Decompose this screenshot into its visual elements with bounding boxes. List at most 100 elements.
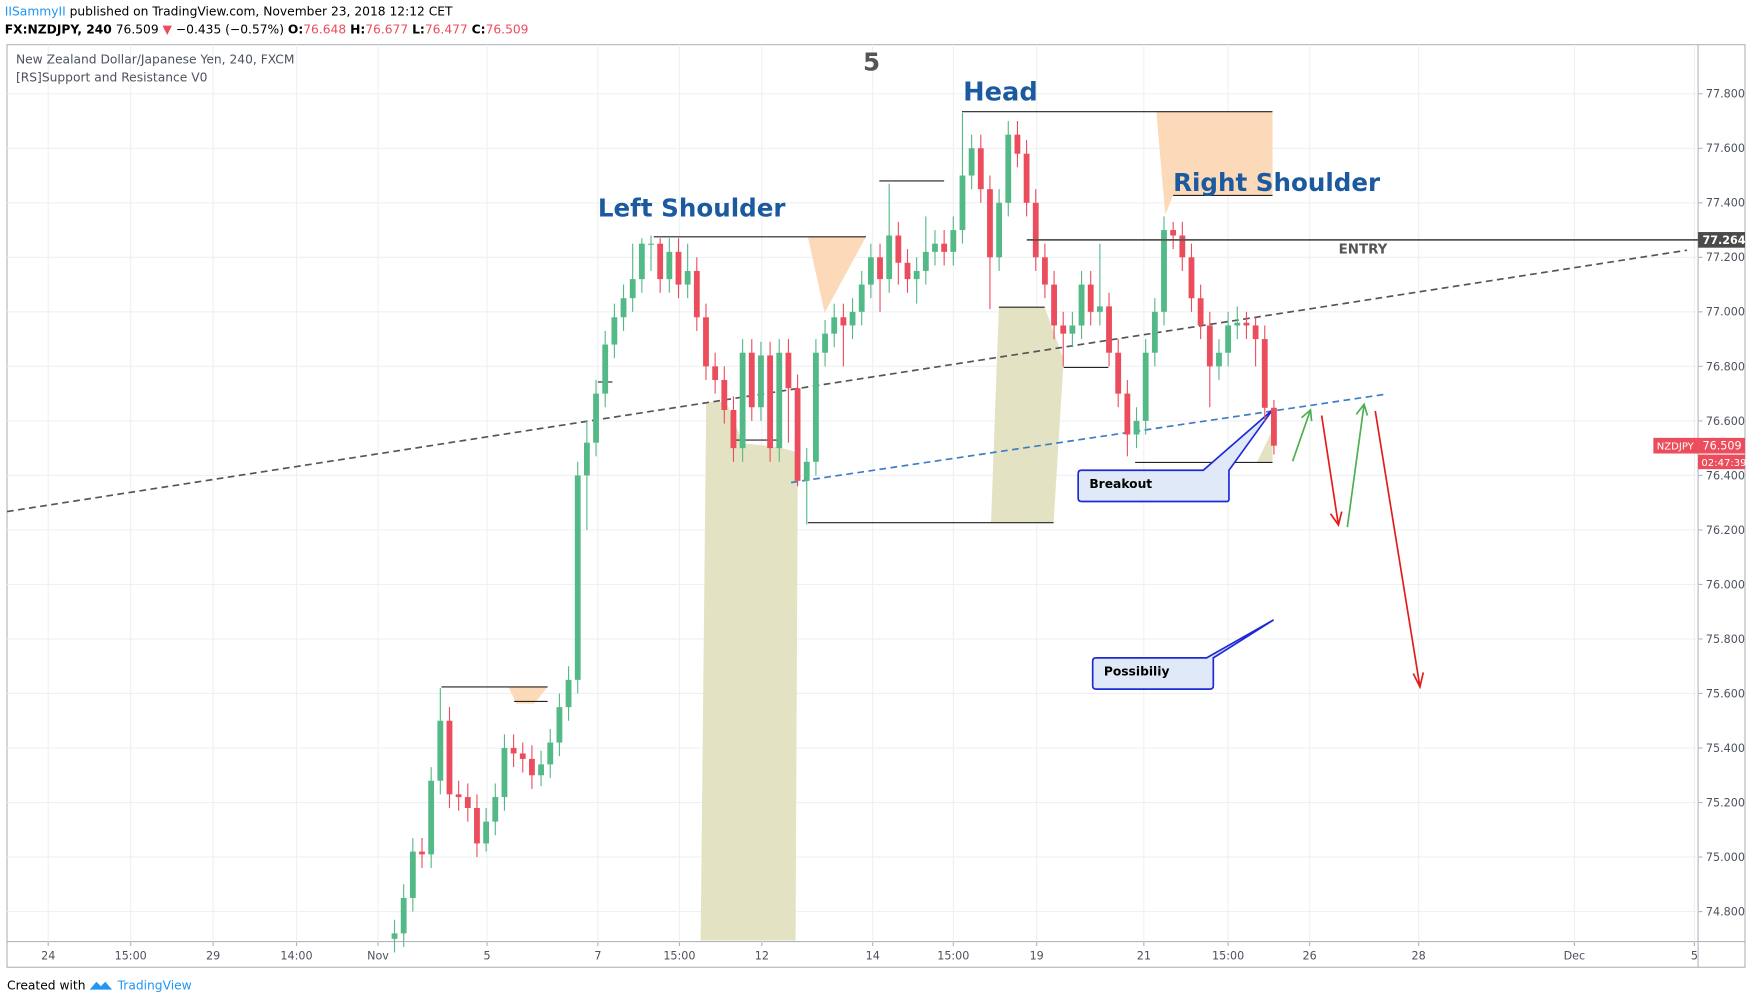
x-tick-label: 21 [1137,949,1151,962]
header-line1: IISammyII published on TradingView.com, … [5,5,453,19]
candle-body [437,720,444,781]
x-tick-label: 29 [206,949,220,962]
candle-body [739,352,746,449]
candle-body [593,393,599,443]
candle-body [464,797,471,808]
x-tick-label: 26 [1303,949,1317,962]
candle-body [1042,257,1048,285]
candle-body [1087,284,1094,312]
y-tick-label: 76.600 [1706,415,1745,428]
last-price: 76.509 [1703,440,1742,453]
candle-body [895,235,902,263]
candle-body [574,475,581,680]
candle-body [1151,311,1158,353]
last-symbol: NZDJPY [1657,442,1695,453]
candle-body [730,409,737,449]
x-tick-label: 28 [1412,949,1426,962]
l-label: L: [412,23,425,37]
candle-body [977,148,984,190]
entry-price-box [1698,232,1745,248]
candle-body [556,707,563,743]
entry-label: ENTRY [1339,242,1388,257]
candle-body [409,851,416,898]
y-tick-label: 77.000 [1706,306,1745,319]
candle-body [538,764,544,776]
price: 76.509 [116,23,159,37]
frame [6,44,1746,968]
y-tick-label: 77.400 [1706,197,1745,210]
candle-body [419,851,425,855]
shade [508,686,548,704]
shade [1256,430,1273,463]
candle-body [684,270,691,285]
y-tick-label: 77.600 [1706,142,1745,155]
candle-body [1206,325,1213,367]
x-tick-label: 7 [594,949,601,962]
author[interactable]: IISammyII [5,5,66,19]
candle-body [455,794,462,798]
candle-body [1179,235,1186,258]
shade [807,236,866,313]
candle-body [1216,352,1222,367]
candle-body [428,780,435,855]
candle-body [648,243,654,245]
candle-body [529,758,535,776]
y-tick-label: 76.800 [1706,360,1745,373]
x-tick-label: 15:00 [115,949,147,962]
candle-body [1142,352,1149,421]
candle-body [492,797,499,822]
footer-brand[interactable]: TradingView [117,979,192,993]
candle-body [675,251,682,285]
y-tick-label: 75.400 [1706,742,1745,755]
candle-body [474,807,480,844]
candle-body [877,257,883,280]
candle-body [1115,352,1122,394]
candle-body [657,243,664,280]
candle-body [1261,339,1268,408]
candle-body [501,748,508,798]
h: 76.677 [365,23,408,37]
candle-body [840,317,847,326]
symbol: FX:NZDJPY, 240 [5,23,112,37]
candle-body [519,753,526,759]
h-label: H: [350,23,365,37]
arrows [1291,402,1425,690]
o-label: O: [288,23,303,37]
x-tick-label: 5 [1691,949,1698,962]
candle-body [1106,306,1112,353]
drawings [6,111,1688,941]
candle-body [721,379,728,410]
candle-body [483,821,490,844]
candle-body [693,270,700,318]
candle-body [1161,230,1167,312]
candle-body [1243,322,1250,326]
candle-body [987,189,993,258]
x-tick-label: 14:00 [280,949,312,962]
candle-body [922,251,929,271]
arrow: ▼ [163,23,173,37]
indicator-name: [RS]Support and Resistance V0 [16,71,207,85]
y-tick-label: 76.200 [1706,524,1745,537]
candle-body [831,317,838,334]
candle-body [748,352,755,408]
entry-price: 77.264 [1703,234,1746,247]
candle-body [776,352,783,449]
candle-body [867,257,874,285]
x-tick-label: 19 [1030,949,1044,962]
candle-body [1078,284,1085,326]
c: 76.509 [486,23,529,37]
candle-body [1170,230,1177,236]
shade [991,307,1064,523]
wave-count: 5 [863,47,880,76]
candle-body [1225,325,1232,353]
candle-body [941,243,948,252]
y-tick-label: 76.000 [1706,578,1745,591]
x-tick-label: 24 [41,949,55,962]
x-tick-label: 14 [866,949,880,962]
countdown: 02:47:39 [1701,458,1746,469]
candle-body [1060,325,1067,334]
candle-body [1023,153,1030,203]
candle-body [886,235,893,280]
y-tick-label: 77.200 [1706,251,1745,264]
